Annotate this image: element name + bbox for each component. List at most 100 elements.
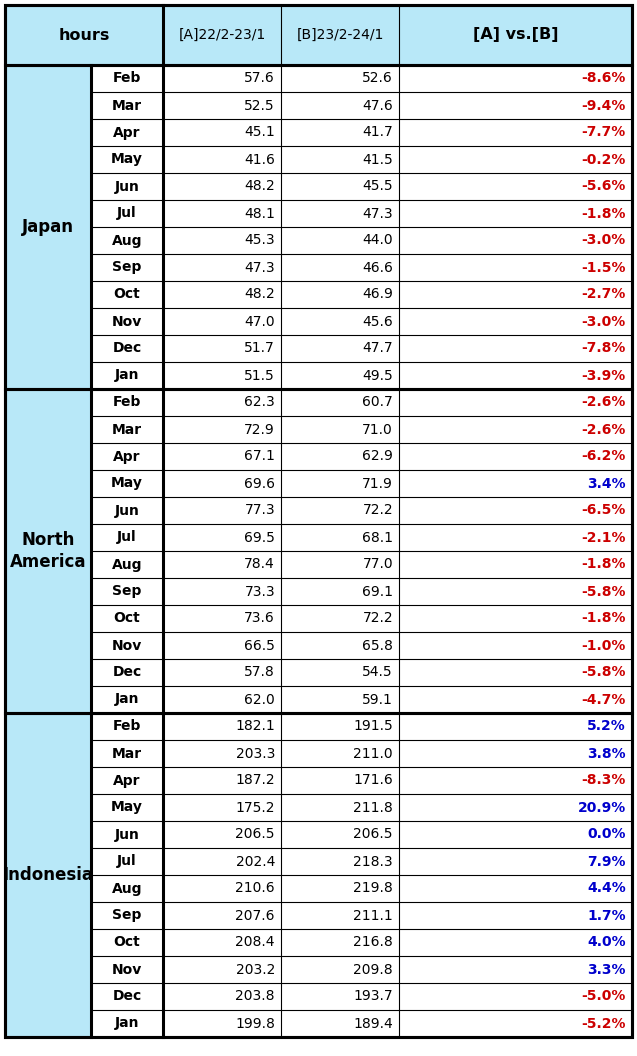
Text: 191.5: 191.5 (354, 719, 393, 734)
Text: 48.2: 48.2 (244, 180, 275, 193)
Bar (91, 389, 632, 713)
Text: 52.5: 52.5 (245, 98, 275, 113)
Text: 57.6: 57.6 (244, 72, 275, 86)
Text: 71.0: 71.0 (362, 422, 393, 436)
Bar (5, 389, 632, 713)
Text: -7.8%: -7.8% (582, 341, 626, 356)
Text: -3.0%: -3.0% (582, 315, 626, 328)
Bar (91, 713, 632, 1037)
Text: 203.3: 203.3 (236, 747, 275, 760)
Text: 46.9: 46.9 (362, 287, 393, 302)
Text: Sep: Sep (112, 585, 141, 599)
Text: 69.6: 69.6 (244, 476, 275, 490)
Text: 1.7%: 1.7% (587, 908, 626, 923)
Text: Jan: Jan (115, 1017, 140, 1031)
Text: Nov: Nov (112, 315, 142, 328)
Text: Aug: Aug (111, 882, 142, 895)
Text: 60.7: 60.7 (362, 396, 393, 410)
Text: Jan: Jan (115, 693, 140, 706)
Text: 208.4: 208.4 (236, 936, 275, 949)
Text: 189.4: 189.4 (354, 1017, 393, 1031)
Text: 73.6: 73.6 (244, 611, 275, 625)
Text: 4.4%: 4.4% (587, 882, 626, 895)
Text: 47.7: 47.7 (362, 341, 393, 356)
Text: -6.5%: -6.5% (582, 504, 626, 517)
Text: Mar: Mar (112, 422, 142, 436)
Text: 218.3: 218.3 (354, 854, 393, 868)
Text: 209.8: 209.8 (354, 962, 393, 977)
Text: 187.2: 187.2 (236, 773, 275, 788)
Text: -1.8%: -1.8% (582, 207, 626, 221)
Text: Apr: Apr (113, 773, 141, 788)
Text: 211.1: 211.1 (354, 908, 393, 923)
Text: -2.6%: -2.6% (582, 422, 626, 436)
Text: 182.1: 182.1 (235, 719, 275, 734)
Text: Jul: Jul (117, 854, 137, 868)
Text: 59.1: 59.1 (362, 693, 393, 706)
Text: Aug: Aug (111, 233, 142, 247)
Text: Jul: Jul (117, 530, 137, 545)
Text: 47.6: 47.6 (362, 98, 393, 113)
Text: 210.6: 210.6 (236, 882, 275, 895)
Text: -5.6%: -5.6% (582, 180, 626, 193)
Text: North
America: North America (10, 531, 86, 571)
Text: 52.6: 52.6 (362, 72, 393, 86)
Text: -0.2%: -0.2% (582, 152, 626, 167)
Text: -5.0%: -5.0% (582, 989, 626, 1003)
Text: 57.8: 57.8 (244, 665, 275, 679)
Text: 51.7: 51.7 (244, 341, 275, 356)
Text: 3.8%: 3.8% (587, 747, 626, 760)
Text: 49.5: 49.5 (362, 369, 393, 382)
Text: 66.5: 66.5 (244, 639, 275, 653)
Text: Indonesia: Indonesia (3, 866, 94, 884)
Text: -6.2%: -6.2% (582, 450, 626, 464)
Text: 46.6: 46.6 (362, 261, 393, 275)
Text: 7.9%: 7.9% (587, 854, 626, 868)
Text: 20.9%: 20.9% (578, 800, 626, 814)
Bar (5, 65, 632, 389)
Text: Jan: Jan (115, 369, 140, 382)
Text: 219.8: 219.8 (354, 882, 393, 895)
Text: -5.8%: -5.8% (582, 665, 626, 679)
Text: -8.6%: -8.6% (582, 72, 626, 86)
Text: -5.2%: -5.2% (582, 1017, 626, 1031)
Text: 72.2: 72.2 (362, 611, 393, 625)
Text: 72.9: 72.9 (244, 422, 275, 436)
Text: Nov: Nov (112, 962, 142, 977)
Text: Dec: Dec (112, 665, 141, 679)
Bar (5, 713, 632, 1037)
Text: 203.2: 203.2 (236, 962, 275, 977)
Text: 77.3: 77.3 (245, 504, 275, 517)
Text: Mar: Mar (112, 747, 142, 760)
Text: -3.0%: -3.0% (582, 233, 626, 247)
Text: 62.3: 62.3 (244, 396, 275, 410)
Text: 78.4: 78.4 (244, 558, 275, 571)
Text: Feb: Feb (113, 72, 141, 86)
Text: Oct: Oct (113, 936, 140, 949)
Text: Mar: Mar (112, 98, 142, 113)
Text: 72.2: 72.2 (362, 504, 393, 517)
Text: 45.6: 45.6 (362, 315, 393, 328)
Text: Apr: Apr (113, 450, 141, 464)
Text: 73.3: 73.3 (245, 585, 275, 599)
Text: [A] vs.[B]: [A] vs.[B] (473, 27, 558, 42)
Text: 62.0: 62.0 (244, 693, 275, 706)
Text: 203.8: 203.8 (236, 989, 275, 1003)
Text: -1.8%: -1.8% (582, 558, 626, 571)
Text: Japan: Japan (22, 218, 74, 235)
Text: -9.4%: -9.4% (582, 98, 626, 113)
Text: Dec: Dec (112, 989, 141, 1003)
Text: Aug: Aug (111, 558, 142, 571)
Text: 45.3: 45.3 (245, 233, 275, 247)
Text: 206.5: 206.5 (354, 828, 393, 842)
Text: 41.7: 41.7 (362, 126, 393, 139)
Text: 202.4: 202.4 (236, 854, 275, 868)
Text: -3.9%: -3.9% (582, 369, 626, 382)
Text: 47.3: 47.3 (362, 207, 393, 221)
Text: 3.3%: 3.3% (587, 962, 626, 977)
Text: 48.1: 48.1 (244, 207, 275, 221)
Text: 65.8: 65.8 (362, 639, 393, 653)
Text: 45.1: 45.1 (244, 126, 275, 139)
Text: -1.5%: -1.5% (582, 261, 626, 275)
Text: 62.9: 62.9 (362, 450, 393, 464)
